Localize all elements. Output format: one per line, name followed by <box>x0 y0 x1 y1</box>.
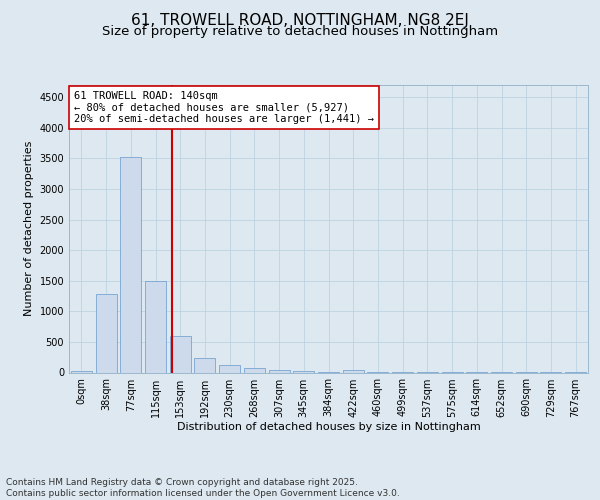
X-axis label: Distribution of detached houses by size in Nottingham: Distribution of detached houses by size … <box>176 422 481 432</box>
Bar <box>269 370 290 372</box>
Bar <box>244 368 265 372</box>
Bar <box>219 366 240 372</box>
Bar <box>194 358 215 372</box>
Text: 61, TROWELL ROAD, NOTTINGHAM, NG8 2EJ: 61, TROWELL ROAD, NOTTINGHAM, NG8 2EJ <box>131 12 469 28</box>
Bar <box>120 156 141 372</box>
Y-axis label: Number of detached properties: Number of detached properties <box>24 141 34 316</box>
Bar <box>170 336 191 372</box>
Bar <box>293 371 314 372</box>
Text: Size of property relative to detached houses in Nottingham: Size of property relative to detached ho… <box>102 25 498 38</box>
Text: Contains HM Land Registry data © Crown copyright and database right 2025.
Contai: Contains HM Land Registry data © Crown c… <box>6 478 400 498</box>
Bar <box>343 370 364 372</box>
Bar <box>95 294 116 372</box>
Bar <box>71 370 92 372</box>
Bar <box>145 282 166 372</box>
Text: 61 TROWELL ROAD: 140sqm
← 80% of detached houses are smaller (5,927)
20% of semi: 61 TROWELL ROAD: 140sqm ← 80% of detache… <box>74 91 374 124</box>
